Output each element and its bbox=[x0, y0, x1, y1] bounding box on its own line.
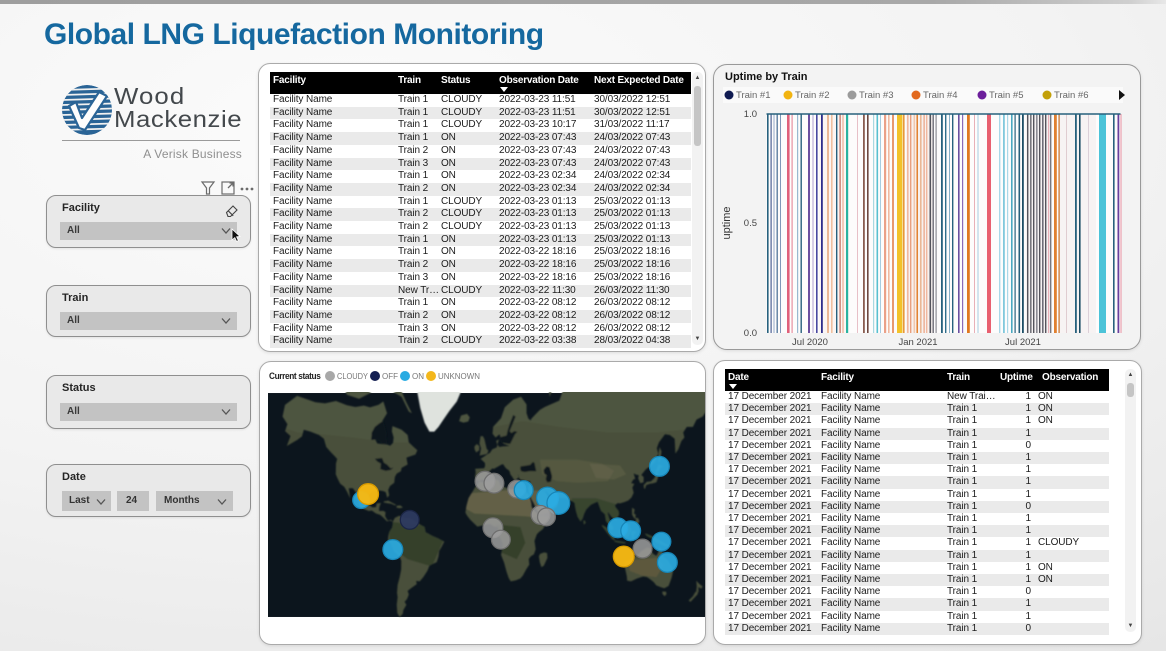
svg-text:Train #6: Train #6 bbox=[1054, 90, 1089, 101]
svg-text:Jul 2020: Jul 2020 bbox=[792, 337, 828, 348]
svg-text:Train #4: Train #4 bbox=[923, 90, 958, 101]
svg-text:Train #5: Train #5 bbox=[989, 90, 1024, 101]
svg-text:Jul 2021: Jul 2021 bbox=[1005, 337, 1041, 348]
svg-text:CLOUDY: CLOUDY bbox=[337, 371, 368, 381]
svg-text:Train #3: Train #3 bbox=[859, 90, 894, 101]
svg-text:uptime: uptime bbox=[721, 206, 733, 239]
svg-text:ON: ON bbox=[412, 371, 424, 381]
svg-text:0.5: 0.5 bbox=[744, 218, 757, 229]
svg-text:OFF: OFF bbox=[382, 371, 398, 381]
svg-text:0.0: 0.0 bbox=[744, 328, 757, 339]
svg-text:Uptime by Train: Uptime by Train bbox=[725, 71, 808, 83]
svg-text:Train #2: Train #2 bbox=[795, 90, 830, 101]
svg-text:Train #1: Train #1 bbox=[736, 90, 771, 101]
svg-text:1.0: 1.0 bbox=[744, 109, 757, 120]
svg-text:Jan 2021: Jan 2021 bbox=[898, 337, 937, 348]
svg-text:UNKNOWN: UNKNOWN bbox=[438, 371, 480, 381]
